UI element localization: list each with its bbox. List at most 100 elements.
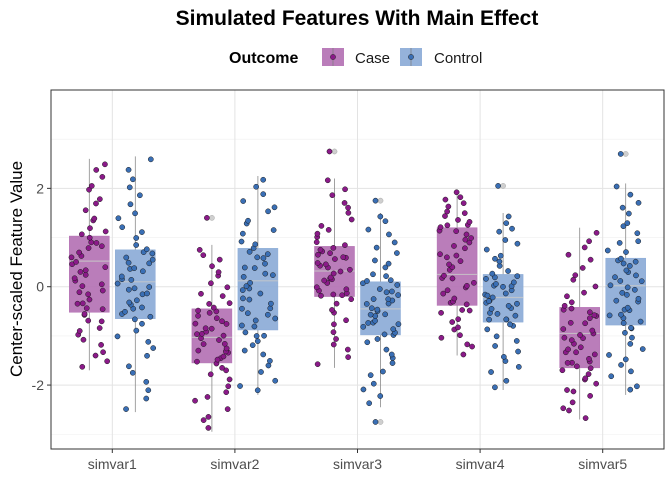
point-control	[125, 259, 132, 266]
point-control	[515, 348, 521, 355]
point-control	[125, 286, 132, 293]
point-control	[625, 210, 632, 217]
point-case	[587, 309, 593, 316]
point-control	[624, 284, 631, 291]
point-control	[628, 368, 634, 375]
point-control	[382, 311, 389, 318]
point-control	[383, 346, 390, 353]
point-case	[586, 315, 593, 322]
point-control	[370, 296, 377, 302]
point-control	[125, 166, 132, 173]
y-tick-label: -2	[32, 377, 45, 393]
point-case	[561, 334, 568, 341]
point-control	[265, 208, 271, 215]
point-control	[389, 360, 396, 366]
point-case	[221, 341, 228, 347]
point-control	[380, 368, 386, 375]
point-case	[437, 251, 443, 258]
point-control	[140, 268, 146, 275]
point-control	[240, 295, 246, 302]
point-control	[367, 311, 374, 318]
point-control	[510, 279, 517, 286]
point-case	[220, 332, 227, 339]
point-case	[567, 319, 574, 326]
point-case	[207, 371, 214, 378]
point-case	[329, 192, 336, 199]
point-case	[92, 352, 99, 359]
point-case	[330, 341, 337, 348]
point-case	[570, 388, 577, 395]
point-case	[194, 358, 200, 365]
point-case	[564, 387, 570, 393]
point-case	[438, 309, 444, 316]
point-control	[377, 393, 384, 399]
point-case	[220, 353, 227, 360]
point-control	[267, 305, 274, 312]
point-case	[559, 367, 566, 374]
point-case	[591, 351, 598, 358]
point-control	[270, 227, 277, 233]
point-control	[147, 313, 154, 320]
point-control	[114, 280, 121, 287]
point-control	[489, 270, 496, 277]
outlier-point	[500, 183, 506, 189]
point-control	[483, 275, 489, 282]
point-case	[74, 300, 81, 307]
point-case	[569, 399, 576, 406]
point-case	[568, 337, 575, 343]
y-tick-label: 0	[36, 279, 44, 295]
point-control	[507, 321, 513, 328]
point-control	[503, 220, 510, 227]
point-case	[79, 300, 86, 307]
point-control	[374, 306, 381, 313]
point-case	[76, 289, 83, 296]
point-case	[449, 319, 456, 325]
point-control	[620, 223, 627, 230]
point-case	[348, 296, 355, 303]
legend-swatch-point-case	[330, 54, 336, 60]
point-case	[315, 251, 321, 258]
point-case	[345, 354, 351, 360]
point-case	[209, 263, 215, 270]
point-control	[493, 333, 500, 340]
point-case	[85, 245, 92, 251]
point-case	[85, 317, 92, 324]
point-case	[314, 230, 321, 237]
point-control	[492, 384, 498, 391]
point-case	[200, 341, 207, 347]
point-case	[453, 189, 460, 196]
y-axis: -2 0 2	[32, 180, 51, 393]
point-case	[330, 245, 337, 251]
point-control	[620, 320, 627, 326]
point-case	[457, 332, 463, 339]
point-control	[377, 213, 384, 220]
point-control	[149, 250, 156, 257]
point-control	[509, 225, 515, 232]
point-case	[582, 320, 588, 327]
point-case	[96, 196, 103, 202]
point-case	[577, 332, 583, 338]
point-case	[581, 289, 587, 296]
point-case	[463, 301, 470, 308]
point-control	[627, 386, 634, 393]
point-case	[82, 267, 89, 274]
point-control	[241, 264, 248, 271]
point-control	[622, 329, 628, 336]
point-control	[637, 318, 644, 325]
point-control	[634, 230, 641, 237]
point-control	[515, 364, 522, 370]
point-control	[496, 228, 503, 235]
point-control	[126, 299, 133, 306]
point-control	[388, 351, 395, 358]
point-case	[98, 281, 105, 288]
point-case	[76, 249, 82, 256]
point-case	[325, 227, 332, 233]
point-case	[223, 367, 229, 374]
point-case	[206, 309, 213, 316]
point-control	[623, 249, 629, 255]
point-case	[446, 261, 452, 268]
point-control	[619, 289, 626, 296]
point-control	[364, 278, 370, 284]
point-case	[333, 300, 340, 307]
point-control	[251, 265, 258, 271]
